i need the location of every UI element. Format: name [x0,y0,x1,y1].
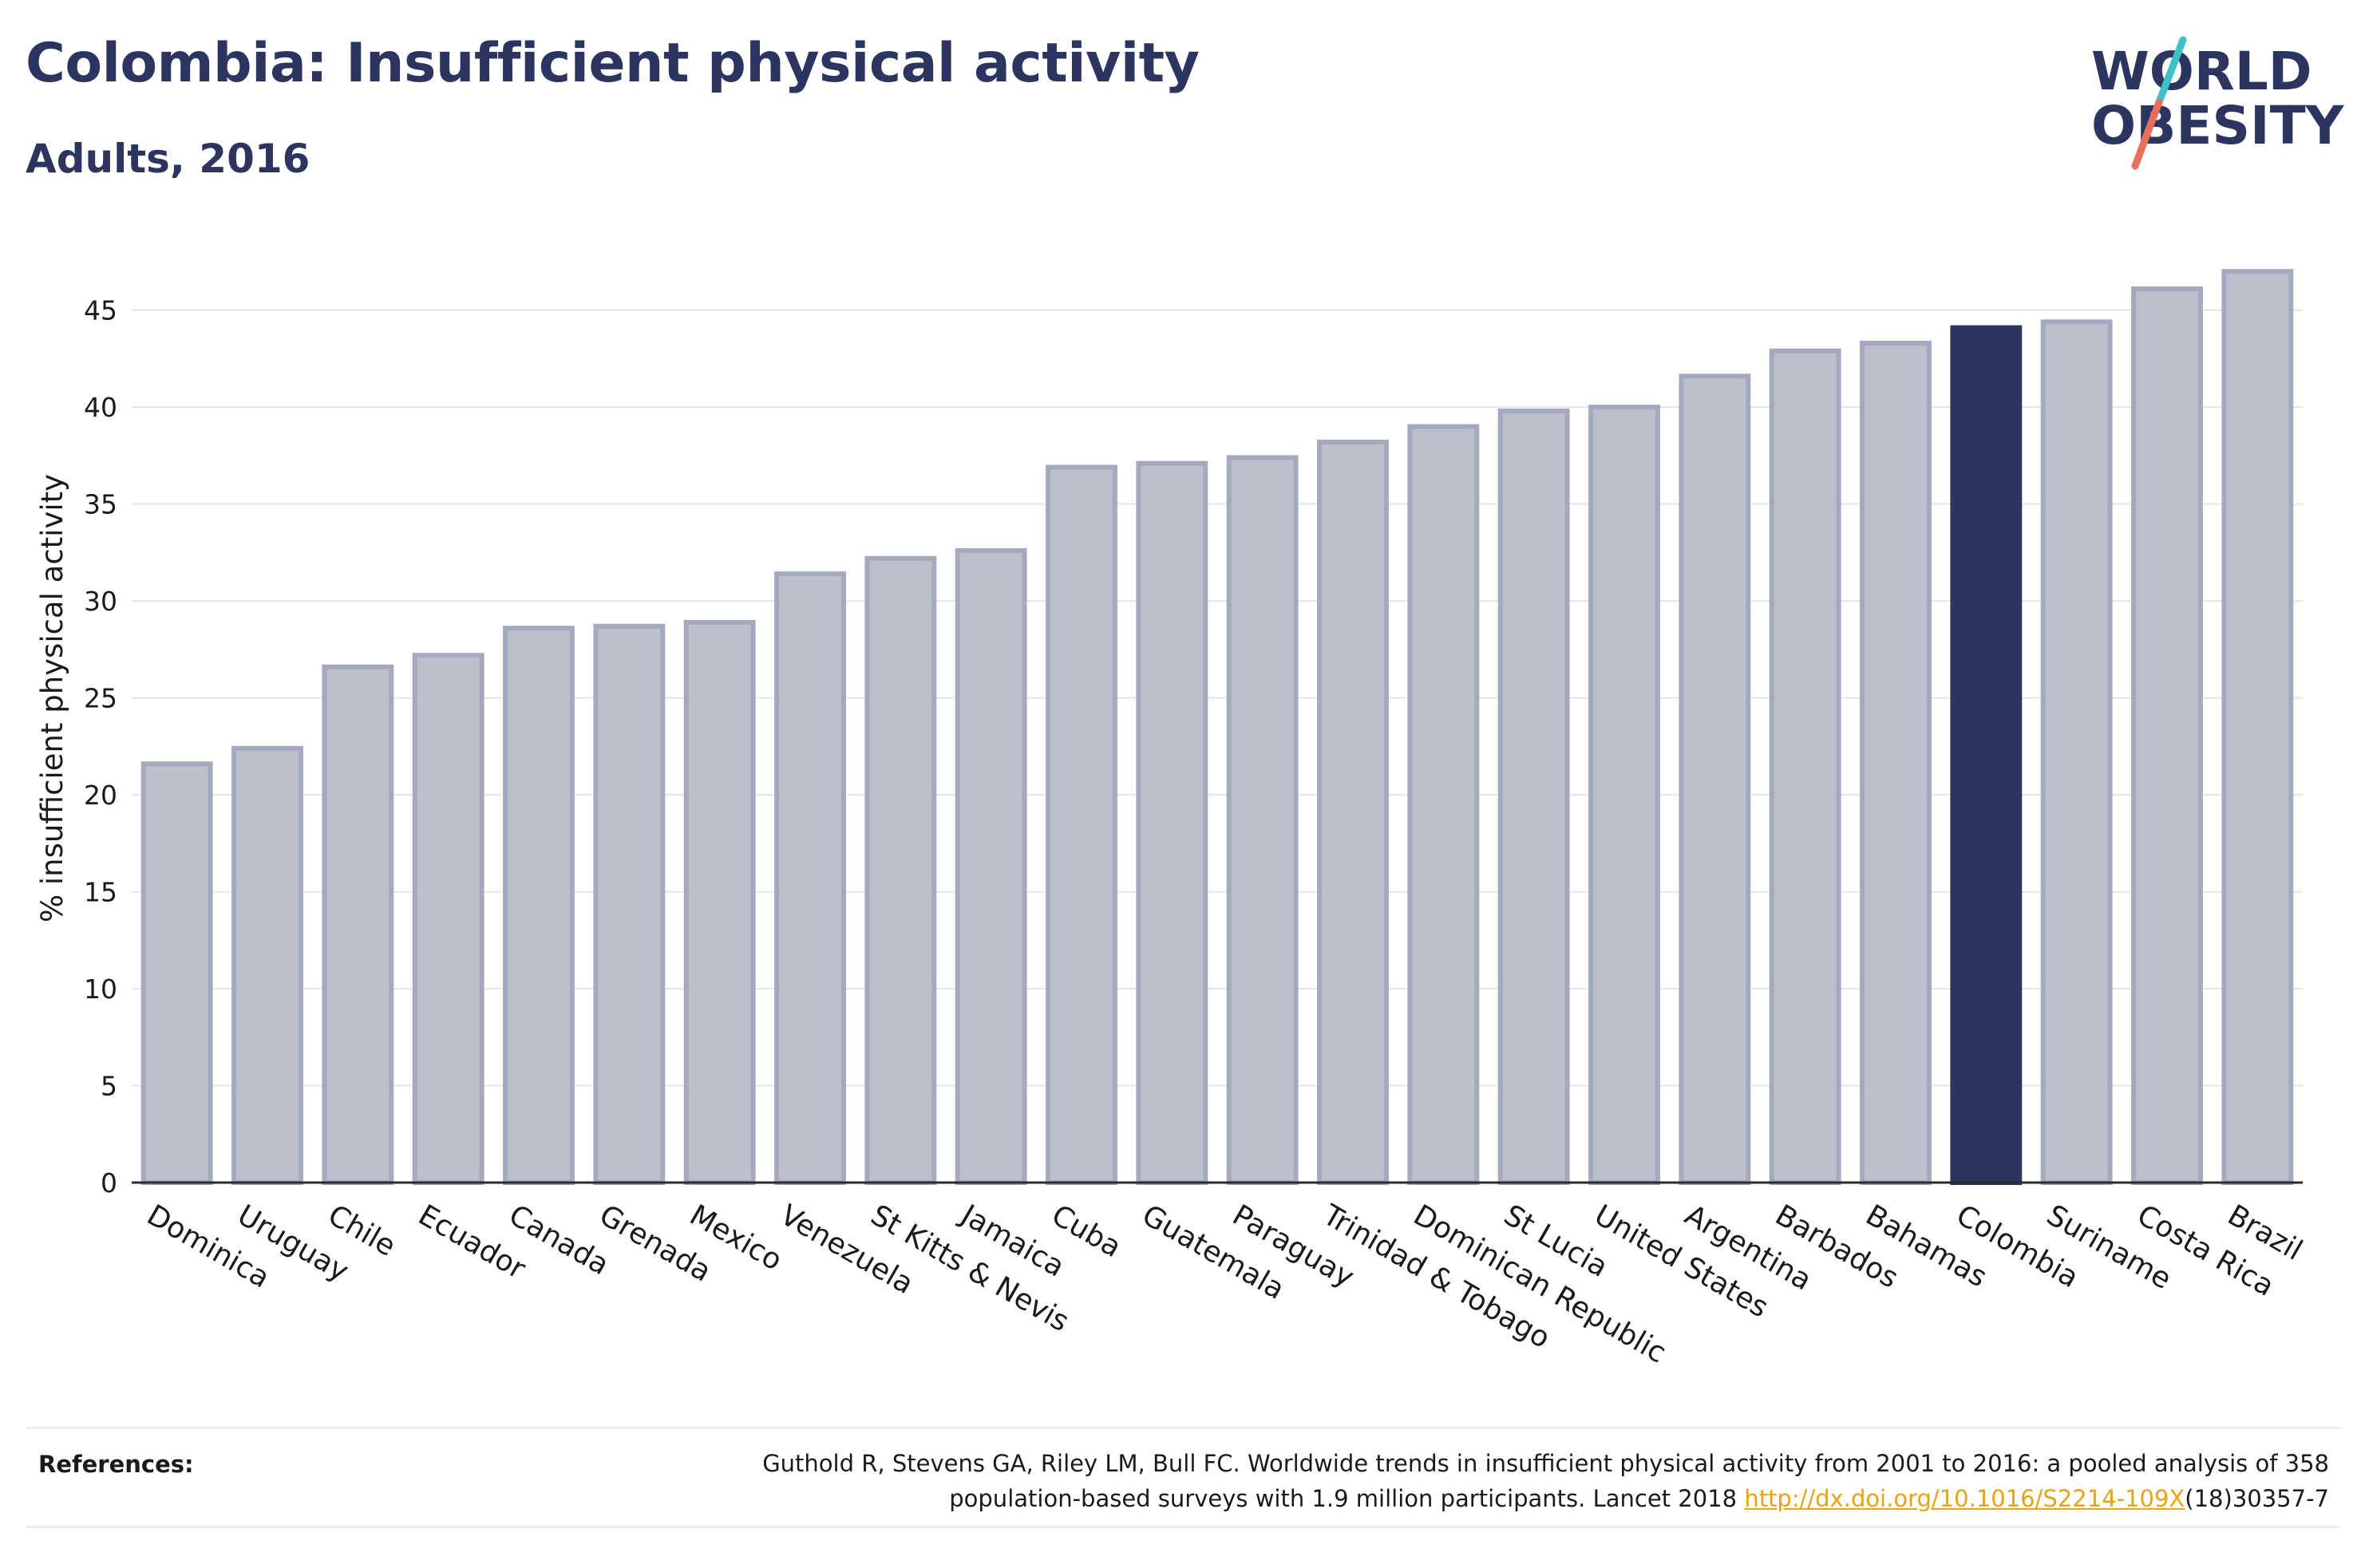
chart-subtitle: Adults, 2016 [26,136,310,182]
bar [1950,325,2023,1186]
reference-line-2-end: (18)30357-7 [2185,1485,2329,1512]
bar [1860,341,1932,1186]
references-top-divider [26,1427,2340,1429]
bar [1046,464,1117,1185]
bar [1497,409,1570,1185]
bar [1136,460,1208,1185]
y-tick-label: 45 [84,295,117,326]
gridlines [132,309,2303,1087]
references-text: Guthold R, Stevens GA, Riley LM, Bull FC… [493,1446,2329,1516]
y-tick-label: 0 [101,1167,117,1199]
bars [140,269,2294,1186]
bar [1769,348,1841,1186]
bar [1226,455,1299,1185]
bar [2131,286,2203,1186]
bar [231,745,303,1185]
references-heading: References: [38,1451,194,1478]
bar [1588,405,1660,1186]
bar [1317,439,1389,1185]
reference-line-1: Guthold R, Stevens GA, Riley LM, Bull FC… [762,1450,2329,1477]
bar [140,761,213,1185]
y-tick-label: 25 [84,683,117,714]
bar [1679,373,1751,1186]
bar [2221,269,2294,1186]
y-tick-label: 30 [84,586,117,617]
bar [503,626,575,1185]
bar [2040,319,2113,1185]
references-bottom-divider [26,1526,2340,1528]
y-tick-label: 5 [101,1071,117,1102]
bar [864,555,937,1185]
doi-link[interactable]: http://dx.doi.org/10.1016/S2214-109X [1744,1485,2185,1512]
logo-line-1: WORLD [2091,41,2312,102]
bar [955,547,1027,1185]
logo-slash-teal [2155,36,2187,106]
y-tick-label: 15 [84,877,117,908]
logo-slash-coral [2131,98,2163,170]
y-tick-label: 20 [84,780,117,811]
chart-title: Colombia: Insufficient physical activity [26,32,1200,95]
y-tick-label: 40 [84,392,117,423]
bar [1407,424,1480,1185]
y-axis-label: % insufficient physical activity [35,474,69,922]
bar [412,653,484,1185]
y-tick-label: 10 [84,974,117,1005]
bar [593,623,666,1185]
world-obesity-logo: WORLD OBESITY [2091,36,2345,170]
reference-line-2: population-based surveys with 1.9 millio… [949,1485,1745,1512]
bar [683,619,756,1185]
logo-line-2: OBESITY [2091,95,2345,156]
bar [774,571,846,1185]
y-tick-label: 35 [84,489,117,520]
bar [322,664,394,1185]
